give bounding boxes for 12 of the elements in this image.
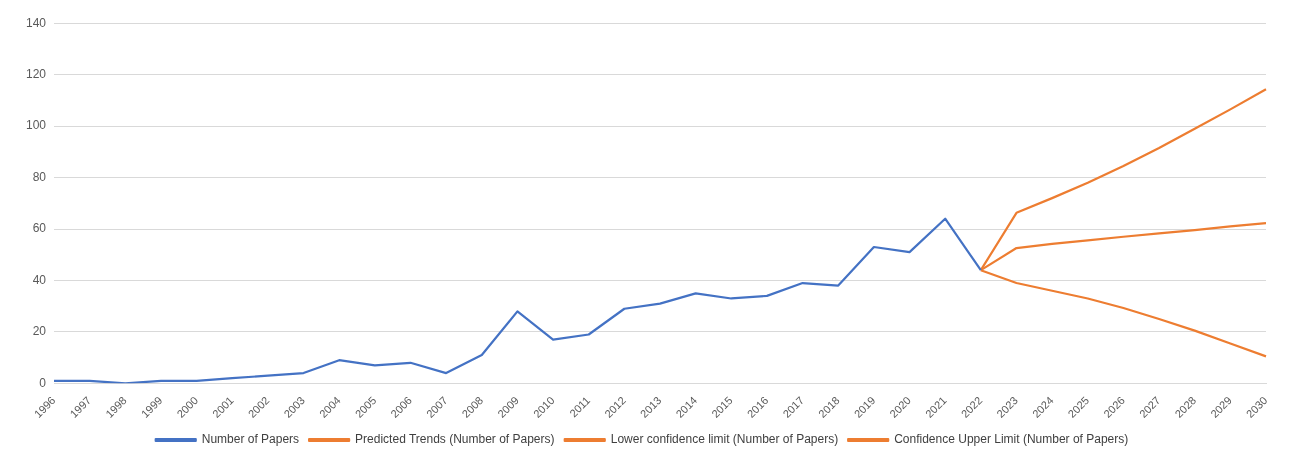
y-tick-label: 0 (39, 375, 47, 390)
legend-label: Predicted Trends (Number of Papers) (355, 432, 555, 447)
legend-label: Lower confidence limit (Number of Papers) (610, 432, 839, 447)
y-tick-label: 80 (32, 169, 47, 184)
y-tick-label: 40 (32, 272, 47, 287)
y-tick-label: 120 (25, 66, 47, 81)
y-tick-label: 100 (25, 118, 47, 133)
y-tick-label: 140 (25, 15, 47, 30)
y-tick-label: 60 (32, 221, 47, 236)
legend-label: Confidence Upper Limit (Number of Papers) (894, 432, 1129, 447)
legend-label: Number of Papers (201, 432, 300, 447)
y-tick-label: 20 (32, 324, 47, 339)
